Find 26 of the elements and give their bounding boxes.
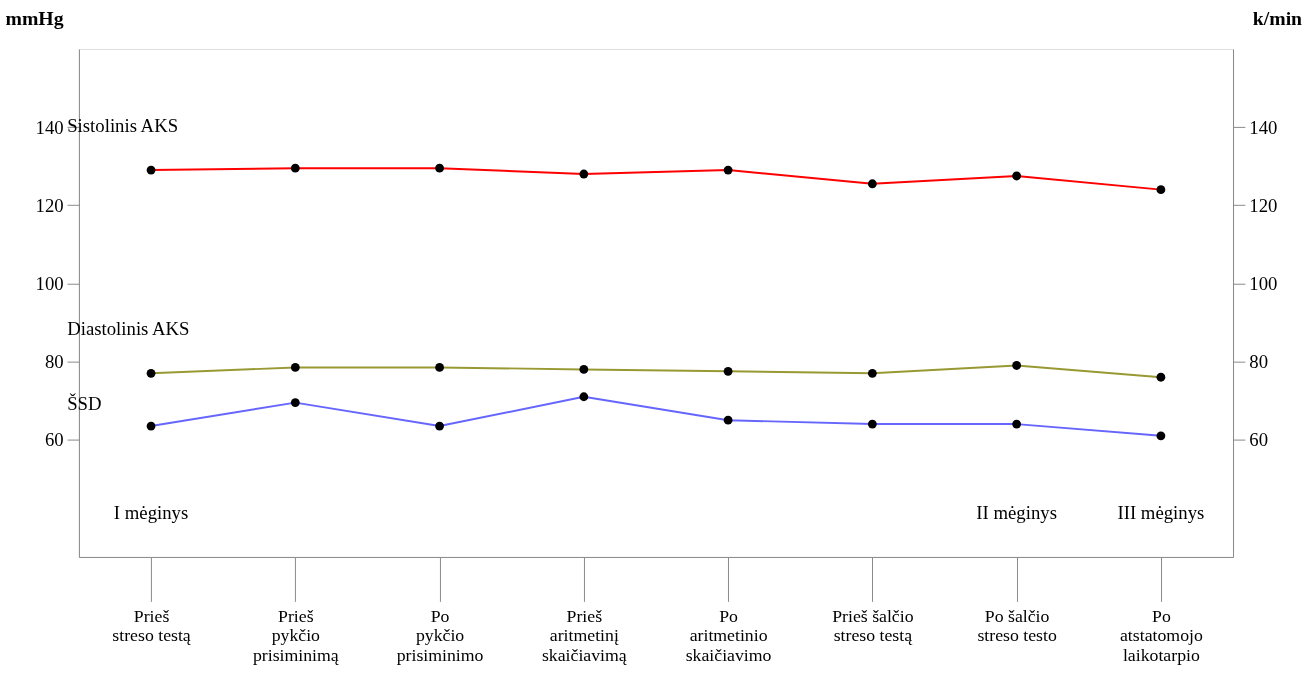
y2-tick-label: 140 (1249, 116, 1278, 138)
x-tick-label: Prieš pykčio prisiminimą (252, 605, 340, 666)
y-tick-label: 80 (44, 351, 64, 372)
series-label: Sistolinis AKS (67, 114, 179, 136)
y-tick-label: 60 (44, 429, 64, 451)
x-tick-label: Prieš streso testą (112, 605, 192, 646)
y2-tick-label: 120 (1249, 194, 1278, 216)
y2-tick-label: 80 (1249, 351, 1269, 372)
x-tick-label: Po atstatomojo laikotarpio (1119, 605, 1203, 666)
y-tick-label: 100 (35, 272, 64, 294)
x-tick-label: Po šalčio streso testo (977, 605, 1057, 646)
y2-axis-title: k/min (1252, 7, 1303, 30)
y-tick-label: 140 (35, 116, 64, 138)
x-tick-label: Po aritmetinio skaičiavimo (685, 605, 772, 666)
text: ŠSD (67, 393, 102, 415)
x-tick-label: Prieš aritmetinį skaičiavimą (541, 605, 628, 666)
y-axis-title: mmHg (5, 7, 64, 30)
y2-tick-label: 100 (1249, 272, 1278, 294)
annotation: II mėginys (976, 501, 1057, 523)
annotation: III mėginys (1117, 501, 1205, 523)
series-label: Diastolinis AKS (67, 317, 190, 339)
y-tick-label: 120 (35, 194, 64, 216)
y2-tick-label: 60 (1249, 429, 1269, 451)
annotation: I mėginys (113, 501, 189, 523)
x-tick-label: Prieš šalčio streso testą (832, 605, 914, 646)
x-tick-label: Po pykčio prisiminimo (396, 605, 484, 666)
